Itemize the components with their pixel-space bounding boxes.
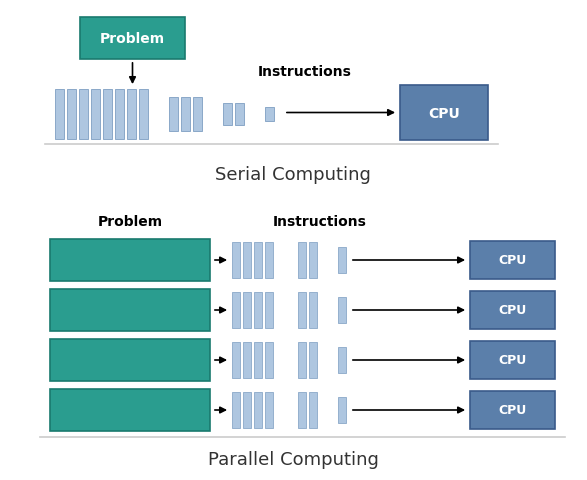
Bar [223, 104, 232, 126]
Bar [232, 242, 240, 278]
Bar [91, 90, 100, 140]
Bar [50, 339, 210, 381]
Text: Problem: Problem [97, 215, 163, 228]
Bar [470, 291, 555, 329]
Bar [309, 342, 317, 378]
Bar [265, 108, 274, 122]
Bar [232, 342, 240, 378]
Bar [298, 342, 306, 378]
Text: Problem: Problem [100, 32, 165, 46]
Bar [50, 289, 210, 331]
Text: CPU: CPU [498, 304, 527, 317]
Bar [243, 392, 251, 428]
Bar [265, 392, 273, 428]
Bar [193, 98, 202, 132]
Bar [254, 292, 262, 328]
Bar [470, 391, 555, 429]
Bar [265, 342, 273, 378]
Bar [139, 90, 148, 140]
Bar [470, 241, 555, 279]
Bar [232, 392, 240, 428]
Bar [309, 242, 317, 278]
Bar [338, 298, 346, 324]
Bar [298, 292, 306, 328]
Bar [127, 90, 136, 140]
Bar [243, 242, 251, 278]
Text: CPU: CPU [498, 354, 527, 367]
Bar [400, 86, 488, 141]
Bar [254, 342, 262, 378]
Bar [181, 98, 190, 132]
Bar [232, 292, 240, 328]
Bar [338, 248, 346, 274]
Bar [169, 98, 178, 132]
Bar [265, 292, 273, 328]
Bar [55, 90, 64, 140]
Text: Instructions: Instructions [258, 65, 352, 79]
Bar [254, 242, 262, 278]
Bar [338, 347, 346, 373]
Text: CPU: CPU [498, 254, 527, 267]
Bar [103, 90, 112, 140]
Bar [243, 342, 251, 378]
Bar [243, 292, 251, 328]
Bar [50, 389, 210, 431]
Bar [298, 242, 306, 278]
Bar [80, 18, 185, 60]
Bar [235, 104, 244, 126]
Bar [79, 90, 88, 140]
Bar [67, 90, 76, 140]
Bar [298, 392, 306, 428]
Text: CPU: CPU [498, 404, 527, 417]
Bar [309, 392, 317, 428]
Text: CPU: CPU [428, 106, 460, 120]
Bar [470, 341, 555, 379]
Text: Instructions: Instructions [273, 215, 367, 228]
Bar [50, 240, 210, 281]
Text: Serial Computing: Serial Computing [215, 166, 371, 184]
Bar [115, 90, 124, 140]
Bar [265, 242, 273, 278]
Bar [338, 397, 346, 423]
Bar [309, 292, 317, 328]
Text: Parallel Computing: Parallel Computing [208, 450, 379, 468]
Bar [254, 392, 262, 428]
